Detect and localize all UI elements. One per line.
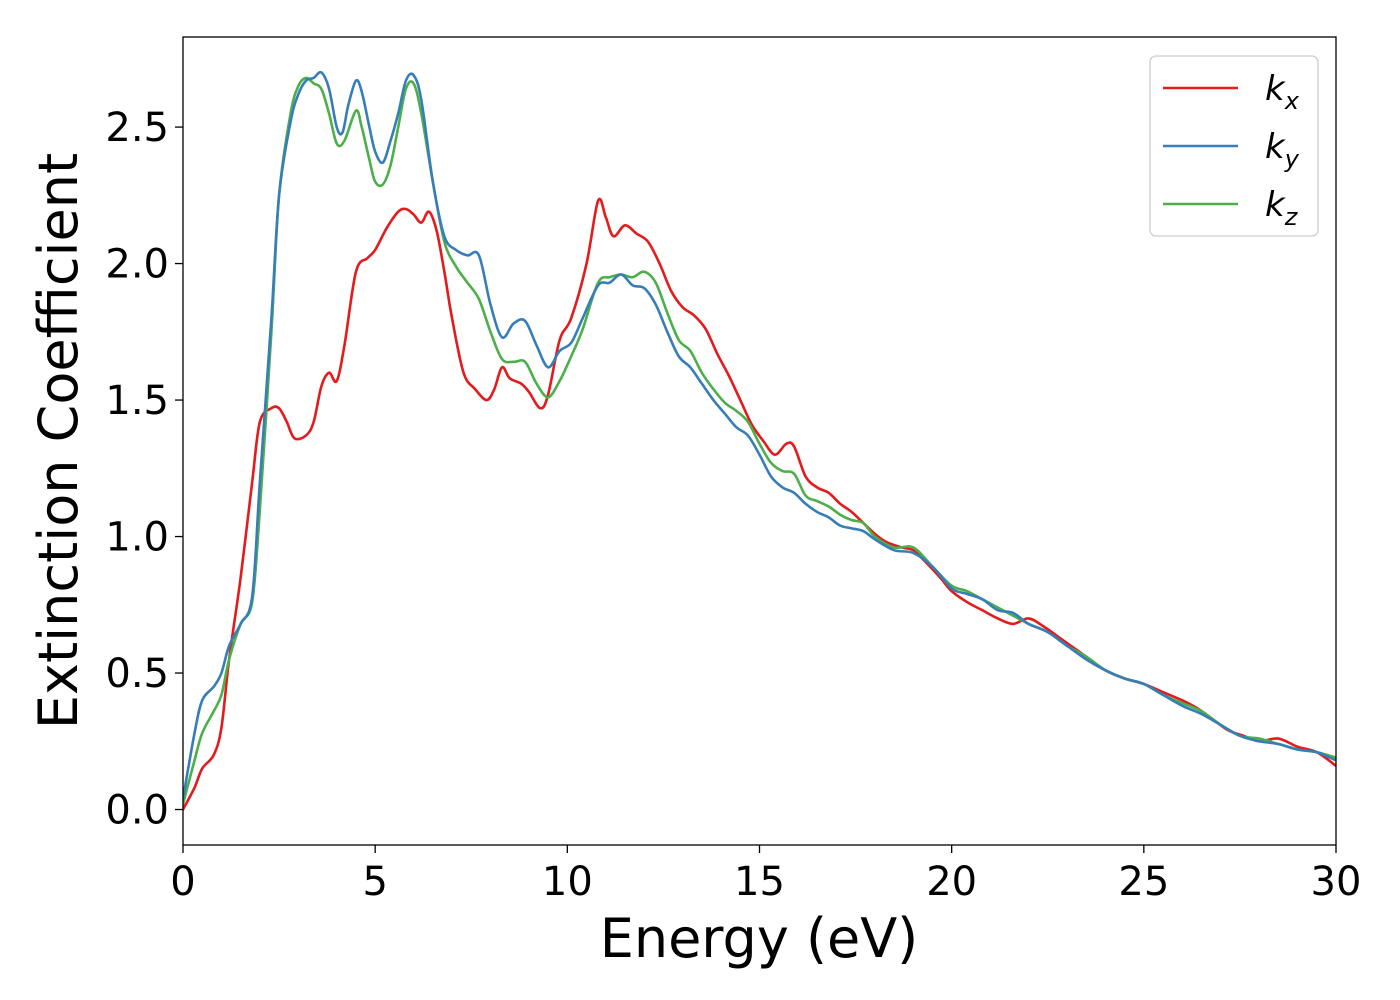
legend-label-base: k: [1265, 127, 1286, 167]
x-tick-label: 5: [362, 859, 387, 905]
y-tick-label: 2.0: [105, 242, 169, 288]
series-line-kx: [183, 197, 1336, 811]
x-tick-label: 15: [734, 859, 785, 905]
y-tick-label: 0.5: [105, 651, 169, 697]
x-tick-label: 0: [170, 859, 195, 905]
series-line-ky: [183, 70, 1336, 800]
legend-label-kx: kx: [1265, 69, 1300, 115]
legend-label-base: k: [1265, 69, 1286, 109]
y-axis-title: Extinction Coefficient: [27, 153, 90, 729]
y-axis: 0.0 0.5 1.0 1.5 2.0 2.5: [105, 105, 183, 834]
x-tick-label: 10: [542, 859, 593, 905]
series-layer: [183, 70, 1336, 811]
x-tick-label: 20: [926, 859, 977, 905]
y-tick-label: 1.5: [105, 378, 169, 424]
x-tick-label: 30: [1311, 859, 1362, 905]
legend-label-subscript: y: [1284, 145, 1300, 173]
y-tick-label: 1.0: [105, 515, 169, 561]
x-axis-title: Energy (eV): [600, 907, 919, 970]
legend-label-subscript: x: [1284, 87, 1300, 115]
y-tick-label: 0.0: [105, 788, 169, 834]
legend-label-ky: ky: [1265, 127, 1300, 173]
legend-label-base: k: [1265, 185, 1286, 225]
x-tick-label: 25: [1118, 859, 1169, 905]
legend-label-kz: kz: [1265, 185, 1299, 231]
legend-label-subscript: z: [1284, 203, 1299, 231]
x-axis: 0 5 10 15 20 25 30: [170, 845, 1361, 905]
y-tick-label: 2.5: [105, 105, 169, 151]
